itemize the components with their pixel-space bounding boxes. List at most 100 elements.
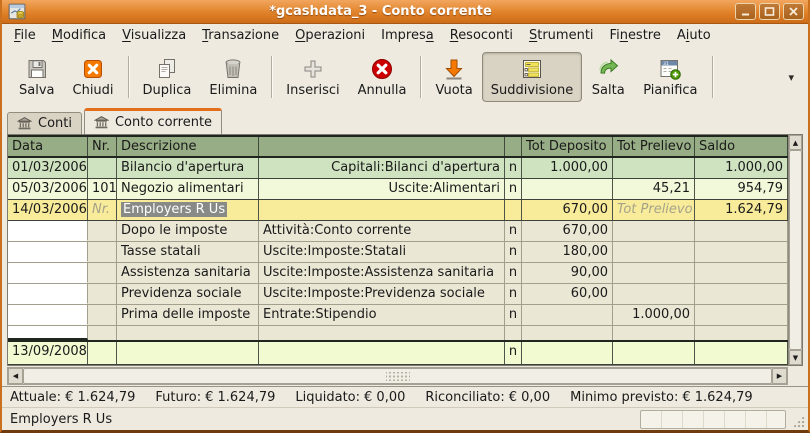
cell-desc[interactable] [117,342,259,364]
cell-balance[interactable] [695,242,788,262]
cell-withdrawal[interactable]: 45,21 [613,179,695,199]
cell-desc[interactable]: Dopo le imposte [117,221,259,241]
scroll-up-button[interactable]: ▲ [789,135,802,150]
cell-desc[interactable]: Previdenza sociale [117,284,259,304]
cell-nr[interactable]: 101 [88,179,117,199]
menu-visualizza[interactable]: Visualizza [122,28,187,43]
cell-desc[interactable]: Assistenza sanitaria [117,263,259,283]
column-header-nr[interactable]: Nr. [88,137,117,156]
cell-date[interactable] [8,305,88,325]
column-header-transfer[interactable] [259,137,505,156]
cell-rec[interactable] [505,326,522,340]
register-row[interactable]: Dopo le imposte Attività:Conto corrente n 6… [8,221,788,242]
column-header-date[interactable]: Data [8,137,88,156]
register-row[interactable]: 01/03/2006 Bilancio d'apertura Capitali:Bi… [8,158,788,179]
cell-transfer[interactable]: Uscite:Imposte:Statali [259,242,505,262]
cell-withdrawal[interactable]: 1.000,00 [613,305,695,325]
cell-transfer[interactable]: Attività:Conto corrente [259,221,505,241]
cell-withdrawal[interactable] [613,158,695,178]
cell-deposit[interactable]: 670,00 [522,200,613,220]
cell-nr[interactable]: Nr. [88,200,117,220]
menu-transazione[interactable]: Transazione [202,28,280,43]
cell-balance[interactable] [695,342,788,364]
cell-balance[interactable]: 1.000,00 [695,158,788,178]
tab-conto-corrente[interactable]: Conto corrente [83,108,223,134]
cell-withdrawal[interactable] [613,326,695,340]
cell-desc[interactable]: Prima delle imposte [117,305,259,325]
register-row[interactable]: Previdenza sociale Uscite:Imposte:Previde… [8,284,788,305]
salta-button[interactable]: Salta [582,52,634,102]
register-row-selected[interactable]: 14/03/2006 Nr. Employers R Us 670,00 Tot Pre… [8,200,788,221]
cell-transfer[interactable]: Uscite:Alimentari [259,179,505,199]
cell-balance[interactable] [695,263,788,283]
cell-desc[interactable] [117,326,259,340]
scroll-down-button[interactable]: ▼ [789,350,802,365]
menu-file[interactable]: File [14,28,36,43]
cell-deposit[interactable] [522,342,613,364]
cell-transfer[interactable]: Entrate:Stipendio [259,305,505,325]
register-row[interactable]: Assistenza sanitaria Uscite:Imposte:Assis… [8,263,788,284]
menu-impresa[interactable]: Impresa [381,28,434,43]
register-row[interactable]: Prima delle imposte Entrate:Stipendio n 1.0… [8,305,788,326]
column-header-withdrawal[interactable]: Tot Prelievo [613,137,695,156]
register-row[interactable]: 13/09/2008 n [8,342,788,365]
column-header-deposit[interactable]: Tot Deposito [522,137,613,156]
cell-rec[interactable]: n [505,305,522,325]
tab-conti[interactable]: Conti [7,112,82,134]
inserisci-button[interactable]: Inserisci [277,52,348,102]
cell-transfer[interactable] [259,200,505,220]
cell-transfer[interactable]: Uscite:Imposte:Assistenza sanitaria [259,263,505,283]
cell-withdrawal[interactable] [613,263,695,283]
elimina-button[interactable]: Elimina [200,52,266,102]
cell-date[interactable]: 14/03/2006 [8,200,88,220]
cell-transfer[interactable]: Uscite:Imposte:Previdenza sociale [259,284,505,304]
maximize-button[interactable] [759,3,780,20]
cell-desc[interactable]: Tasse statali [117,242,259,262]
cell-rec[interactable]: n [505,221,522,241]
annulla-button[interactable]: Annulla [349,52,416,102]
column-header-desc[interactable]: Descrizione [117,137,259,156]
cell-nr[interactable] [88,263,117,283]
cell-transfer[interactable]: Capitali:Bilanci d'apertura [259,158,505,178]
cell-rec[interactable]: n [505,242,522,262]
chiudi-button[interactable]: Chiudi [64,52,123,102]
cell-balance[interactable]: 1.624,79 [695,200,788,220]
cell-nr[interactable] [88,242,117,262]
titlebar[interactable]: *gcashdata_3 - Conto corrente [2,0,808,24]
toolbar-overflow-arrow-icon[interactable]: ▾ [788,70,794,84]
column-header-rec[interactable] [505,137,522,156]
salva-button[interactable]: Salva [10,52,64,102]
suddivisione-button[interactable]: Suddivisione [481,52,583,102]
cell-withdrawal[interactable] [613,342,695,364]
cell-rec[interactable]: n [505,284,522,304]
cell-date[interactable]: 01/03/2006 [8,158,88,178]
vuota-button[interactable]: Vuota [426,52,481,102]
scroll-left-button[interactable]: ◀ [8,368,23,384]
cell-rec[interactable]: n [505,158,522,178]
cell-deposit[interactable]: 180,00 [522,242,613,262]
cell-transfer[interactable] [259,342,505,364]
cell-transfer[interactable] [259,326,505,340]
cell-withdrawal[interactable] [613,284,695,304]
cell-date[interactable] [8,242,88,262]
cell-balance[interactable] [695,326,788,340]
cell-nr[interactable] [88,158,117,178]
cell-date[interactable] [8,221,88,241]
cell-deposit[interactable] [522,179,613,199]
cell-balance[interactable] [695,221,788,241]
vertical-scrollbar[interactable]: ▲ ▼ [788,135,802,365]
menu-strumenti[interactable]: Strumenti [528,28,594,43]
horizontal-scrollbar-thumb[interactable] [23,368,772,384]
cell-desc[interactable]: Employers R Us [117,200,259,220]
menu-operazioni[interactable]: Operazioni [295,28,366,43]
cell-date[interactable] [8,263,88,283]
cell-deposit[interactable] [522,326,613,340]
cell-withdrawal[interactable] [613,242,695,262]
cell-date[interactable] [8,326,88,340]
column-header-balance[interactable]: Saldo [695,137,788,156]
cell-deposit[interactable]: 60,00 [522,284,613,304]
register-row[interactable]: Tasse statali Uscite:Imposte:Statali n 180,… [8,242,788,263]
menu-finestre[interactable]: Finestre [609,28,661,43]
cell-rec[interactable]: n [505,263,522,283]
cell-date[interactable]: 05/03/2006 [8,179,88,199]
